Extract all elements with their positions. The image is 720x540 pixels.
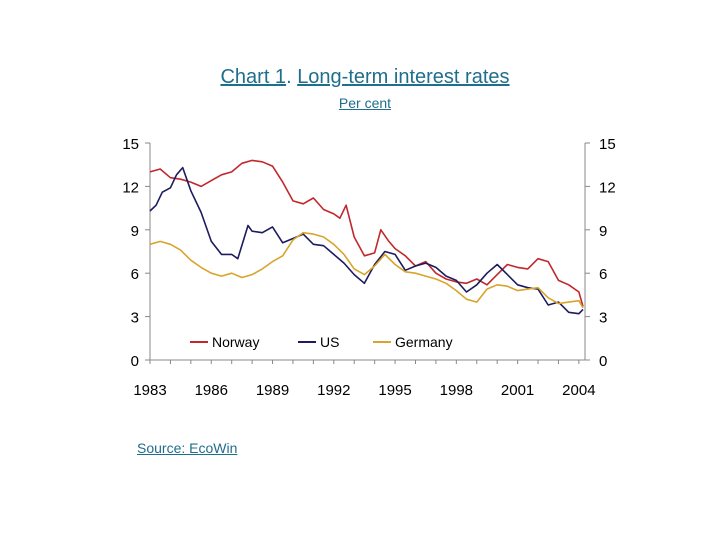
y-tick-label-left: 12 [122,179,139,196]
x-tick-label: 1989 [256,382,289,399]
y-tick-label-left: 3 [131,310,139,327]
legend-label-germany: Germany [395,334,453,350]
chart-title-link[interactable]: Chart 1 [220,66,287,88]
x-tick-label: 1986 [195,382,228,399]
y-tick-label-right: 12 [599,179,616,196]
x-axis-ticks: 1983 1986 1989 1992 1995 1998 2001 2004 [133,360,596,399]
chart-subtitle: Per cent [338,95,392,111]
x-tick-label: 1992 [317,382,350,399]
y-tick-label-left: 6 [131,266,139,283]
source-link[interactable]: Source: EcoWin [137,440,238,456]
legend: Norway US Germany [190,334,453,350]
x-tick-label: 1983 [133,382,166,399]
y-tick-label-right: 15 [599,136,616,153]
y-tick-label-right: 3 [599,310,607,327]
y-tick-label-right: 0 [599,353,607,370]
series-group [149,159,584,315]
series-line-us [149,166,584,315]
x-tick-label: 1998 [440,382,473,399]
y-tick-label-right: 6 [599,266,607,283]
y-tick-label-left: 9 [131,223,139,240]
series-line-germany [149,231,584,309]
chart-title: Chart 1. Long-term interest rates [0,66,720,89]
series-line-norway [149,159,584,307]
y-tick-label-right: 9 [599,223,607,240]
x-tick-label: 1995 [378,382,411,399]
y-tick-label-left: 0 [131,353,139,370]
y-axis-left: 0 3 6 9 12 15 [122,136,150,370]
legend-label-us: US [320,334,339,350]
legend-label-norway: Norway [212,334,259,350]
chart-title-text[interactable]: Long-term interest rates [297,66,510,88]
x-tick-label: 2004 [562,382,595,399]
chart-title-separator: . [286,66,292,88]
x-tick-label: 2001 [501,382,534,399]
y-axis-right: 0 3 6 9 12 15 [585,136,616,370]
y-tick-label-left: 15 [122,136,139,153]
